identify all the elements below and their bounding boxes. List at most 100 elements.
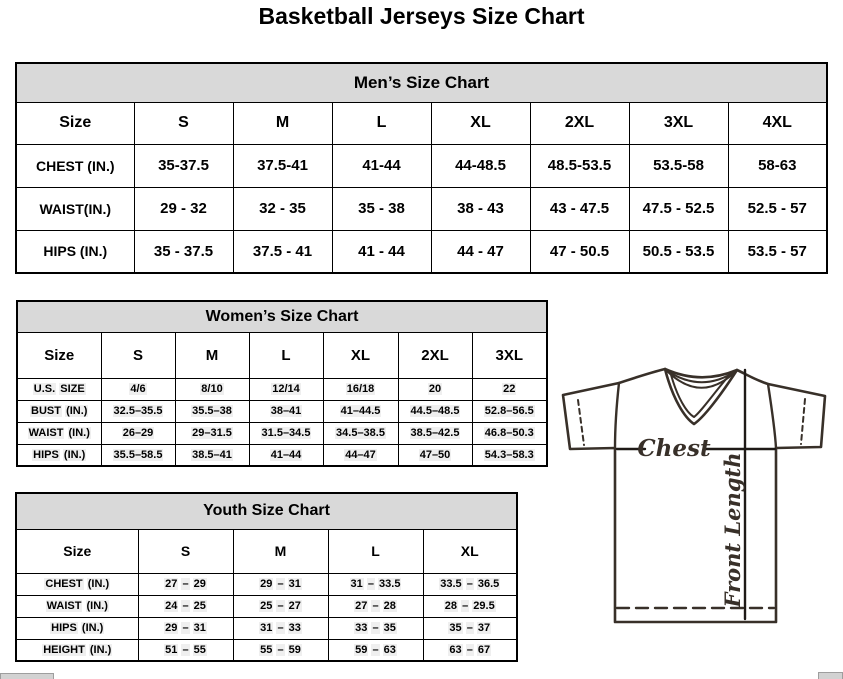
size-column-header: Size bbox=[16, 331, 102, 379]
size-header-row: Size S M L XL 2XL 3XL bbox=[16, 331, 548, 379]
table-cell: 53.5 - 57 bbox=[727, 229, 828, 274]
table-cell: 43 - 47.5 bbox=[529, 186, 630, 231]
table-cell: 32.5–35.5 bbox=[100, 399, 176, 423]
table-row: WAIST (IN.) 26–29 29–31.5 31.5–34.5 34.5–38.… bbox=[16, 421, 548, 445]
row-label: BUST (IN.) bbox=[16, 399, 102, 423]
size-column-header: XL bbox=[430, 101, 531, 145]
size-column-header: XL bbox=[422, 528, 518, 574]
mens-table-title: Men’s Size Chart bbox=[15, 62, 828, 103]
table-cell: 38.5–41 bbox=[174, 443, 250, 467]
table-cell: 48.5-53.5 bbox=[529, 143, 630, 188]
v-neck-outline bbox=[663, 367, 739, 426]
table-cell: 47.5 - 52.5 bbox=[628, 186, 729, 231]
size-column-header: 2XL bbox=[529, 101, 630, 145]
table-cell: 20 bbox=[397, 377, 473, 401]
table-cell: 47–50 bbox=[397, 443, 473, 467]
mens-size-table: Men’s Size Chart Size S M L XL 2XL 3XL 4XL CHES… bbox=[15, 62, 829, 274]
size-column-header: M bbox=[232, 101, 333, 145]
row-label: WAIST (IN.) bbox=[15, 594, 139, 618]
horizontal-scrollbar-thumb-fragment[interactable] bbox=[0, 673, 54, 679]
table-cell: 35-37.5 bbox=[133, 143, 234, 188]
row-label: HIPS (IN.) bbox=[15, 616, 139, 640]
table-cell: 53.5-58 bbox=[628, 143, 729, 188]
table-cell: 29 – 31 bbox=[232, 572, 329, 596]
row-label: WAIST(IN.) bbox=[15, 186, 135, 231]
row-label: HIPS (IN.) bbox=[15, 229, 135, 274]
table-row: WAIST (IN.) 24 – 25 25 – 27 27 – 28 28 – 29.… bbox=[15, 594, 518, 618]
table-cell: 27 – 28 bbox=[327, 594, 424, 618]
table-cell: 27 – 29 bbox=[137, 572, 234, 596]
youth-table-title: Youth Size Chart bbox=[15, 492, 518, 530]
size-column-header: 4XL bbox=[727, 101, 828, 145]
size-column-header: S bbox=[137, 528, 234, 574]
table-cell: 35 - 37.5 bbox=[133, 229, 234, 274]
table-cell: 33 – 35 bbox=[327, 616, 424, 640]
table-row: U.S. SIZE 4/6 8/10 12/14 16/18 20 22 bbox=[16, 377, 548, 401]
table-cell: 44–47 bbox=[322, 443, 399, 467]
table-cell: 29–31.5 bbox=[174, 421, 250, 445]
table-cell: 41 - 44 bbox=[331, 229, 432, 274]
table-title-row: Men’s Size Chart bbox=[15, 62, 828, 103]
table-cell: 52.5 - 57 bbox=[727, 186, 828, 231]
table-cell: 8/10 bbox=[174, 377, 250, 401]
chest-label: Chest bbox=[637, 435, 711, 462]
table-cell: 37.5-41 bbox=[232, 143, 333, 188]
table-row: CHEST (IN.) 35-37.5 37.5-41 41-44 44-48.5 48.… bbox=[15, 143, 828, 188]
table-cell: 31 – 33.5 bbox=[327, 572, 424, 596]
table-title-row: Youth Size Chart bbox=[15, 492, 518, 530]
table-row: WAIST(IN.) 29 - 32 32 - 35 35 - 38 38 - 43 43… bbox=[15, 186, 828, 231]
table-cell: 38–41 bbox=[248, 399, 324, 423]
table-row: BUST (IN.) 32.5–35.5 35.5–38 38–41 41–44.5 44… bbox=[16, 399, 548, 423]
size-column-header: Size bbox=[15, 528, 139, 574]
table-cell: 29 - 32 bbox=[133, 186, 234, 231]
size-column-header: S bbox=[133, 101, 234, 145]
table-cell: 51 – 55 bbox=[137, 638, 234, 662]
table-cell: 46.8–50.3 bbox=[471, 421, 548, 445]
size-column-header: L bbox=[248, 331, 324, 379]
row-label: CHEST (IN.) bbox=[15, 572, 139, 596]
size-column-header: S bbox=[100, 331, 176, 379]
womens-table-title: Women’s Size Chart bbox=[16, 300, 548, 333]
table-cell: 24 – 25 bbox=[137, 594, 234, 618]
table-cell: 54.3–58.3 bbox=[471, 443, 548, 467]
table-cell: 38.5–42.5 bbox=[397, 421, 473, 445]
horizontal-scrollbar-corner-fragment[interactable] bbox=[818, 672, 843, 679]
v-neck-inner-line bbox=[669, 370, 733, 418]
table-cell: 59 – 63 bbox=[327, 638, 424, 662]
table-cell: 31 – 33 bbox=[232, 616, 329, 640]
size-column-header: XL bbox=[322, 331, 399, 379]
table-cell: 37.5 - 41 bbox=[232, 229, 333, 274]
table-row: HIPS (IN.) 29 – 31 31 – 33 33 – 35 35 – 37 bbox=[15, 616, 518, 640]
row-label: U.S. SIZE bbox=[16, 377, 102, 401]
row-label: WAIST (IN.) bbox=[16, 421, 102, 445]
armhole-seams bbox=[613, 381, 778, 450]
table-cell: 44.5–48.5 bbox=[397, 399, 473, 423]
youth-size-table: Youth Size Chart Size S M L XL CHEST (IN.) 27… bbox=[15, 492, 518, 662]
table-cell: 41–44.5 bbox=[322, 399, 399, 423]
table-cell: 44-48.5 bbox=[430, 143, 531, 188]
table-cell: 29 – 31 bbox=[137, 616, 234, 640]
size-column-header: L bbox=[327, 528, 424, 574]
table-cell: 31.5–34.5 bbox=[248, 421, 324, 445]
size-column-header: 2XL bbox=[397, 331, 473, 379]
table-cell: 55 – 59 bbox=[232, 638, 329, 662]
table-row: CHEST (IN.) 27 – 29 29 – 31 31 – 33.5 33.5 –… bbox=[15, 572, 518, 596]
table-row: HIPS (IN.) 35.5–58.5 38.5–41 41–44 44–47 47–5… bbox=[16, 443, 548, 467]
row-label: HEIGHT (IN.) bbox=[15, 638, 139, 662]
sleeve-dashed-lines bbox=[577, 398, 806, 446]
row-label: CHEST (IN.) bbox=[15, 143, 135, 188]
table-cell: 44 - 47 bbox=[430, 229, 531, 274]
size-column-header: Size bbox=[15, 101, 135, 145]
table-cell: 33.5 – 36.5 bbox=[422, 572, 518, 596]
size-header-row: Size S M L XL bbox=[15, 528, 518, 574]
page-title: Basketball Jerseys Size Chart bbox=[258, 3, 585, 29]
table-cell: 41-44 bbox=[331, 143, 432, 188]
womens-size-table: Women’s Size Chart Size S M L XL 2XL 3XL U.S. … bbox=[16, 300, 549, 467]
size-column-header: L bbox=[331, 101, 432, 145]
table-cell: 34.5–38.5 bbox=[322, 421, 399, 445]
table-cell: 63 – 67 bbox=[422, 638, 518, 662]
size-column-header: M bbox=[232, 528, 329, 574]
table-cell: 28 – 29.5 bbox=[422, 594, 518, 618]
size-column-header: 3XL bbox=[628, 101, 729, 145]
